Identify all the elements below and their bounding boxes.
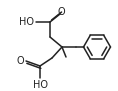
Text: O: O bbox=[57, 7, 65, 17]
Text: HO: HO bbox=[19, 17, 34, 27]
Text: HO: HO bbox=[32, 80, 48, 90]
Text: O: O bbox=[16, 56, 24, 66]
